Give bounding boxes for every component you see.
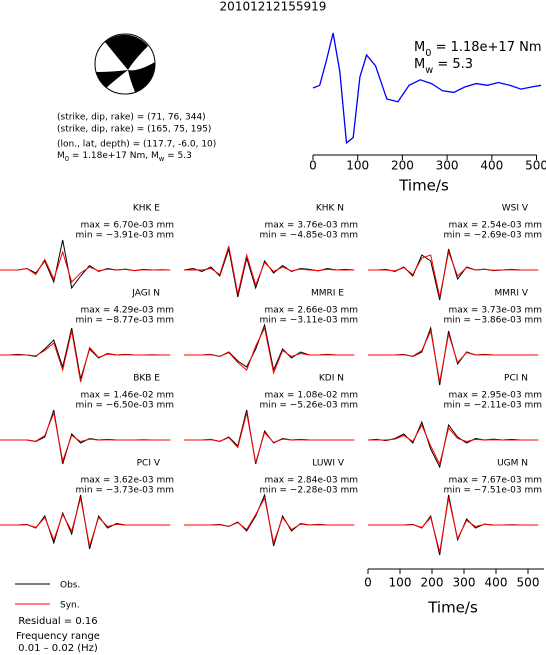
syn-trace [368,423,539,466]
x-tick-label: 100 [346,159,369,173]
station-label: KHK N [316,204,344,214]
syn-trace [368,329,539,383]
max-label: max = 1.46e-02 mm [80,391,174,401]
x-tick-label: 0 [309,159,317,173]
max-label: max = 3.73e-03 mm [448,306,542,316]
nodal-plane: (strike, dip, rake) = (71, 76, 344) [57,113,206,123]
station-label: UGM N [497,459,528,469]
text-part: = 5.3 [164,151,192,161]
syn-trace [0,330,171,383]
x-tick-label: 300 [453,576,476,590]
max-label: max = 6.70e-03 mm [80,221,174,231]
text-part: = 1.18e+17 Nm, M [69,151,159,161]
legend-label: Obs. [60,581,80,591]
obs-trace [184,323,355,372]
station-label: PCI N [504,374,528,384]
min-label: min = −2.28e-03 mm [260,486,358,496]
station-label: MMRI V [495,289,529,299]
legend-label: Syn. [60,601,80,611]
station-label: KDI N [319,374,344,384]
text-part: 0 [425,48,431,59]
syn-trace [184,245,355,295]
x-tick-label: 200 [391,159,414,173]
station-label: BKB E [133,374,160,384]
x-axis-label: Time/s [427,599,478,617]
x-tick-label: 400 [480,159,503,173]
max-label: max = 7.67e-03 mm [448,476,542,486]
min-label: min = −5.26e-03 mm [260,401,358,411]
syn-trace [368,250,539,298]
max-label: max = 4.29e-03 mm [80,306,174,316]
station-label: KHK E [133,204,160,214]
obs-trace [0,409,171,465]
frequency-range: 0.01 – 0.02 (Hz) [18,643,98,654]
max-label: max = 2.84e-03 mm [264,476,358,486]
syn-trace [184,412,355,463]
x-tick-label: 0 [364,576,372,590]
min-label: min = −2.11e-03 mm [444,401,542,411]
min-label: min = −3.73e-03 mm [76,486,174,496]
min-label: min = −4.85e-03 mm [260,231,358,241]
stf-line [312,32,542,145]
station-label: JAGI N [131,289,160,299]
x-tick-label: 100 [389,576,412,590]
x-tick-label: 500 [525,159,546,173]
min-label: min = −3.11e-03 mm [260,316,358,326]
min-label: min = −3.86e-03 mm [444,316,542,326]
x-axis-label: Time/s [398,177,449,195]
x-tick-label: 200 [421,576,444,590]
station-label: WSI V [502,204,529,214]
max-label: max = 1.08e-02 mm [264,391,358,401]
location: (lon., lat, depth) = (117.7, -6.0, 10) [57,140,216,150]
text-part: = 5.3 [433,57,473,72]
text-part: 0 [65,155,69,163]
text-part: w [425,65,433,76]
text-part: = 1.18e+17 Nm [431,40,541,55]
syn-trace [184,496,355,545]
station-label: MMRI E [311,289,344,299]
obs-trace [0,239,171,290]
nodal-plane: (strike, dip, rake) = (165, 75, 195) [57,125,211,135]
x-tick-label: 300 [436,159,459,173]
annotation: Mw = 5.3 [414,57,473,76]
min-label: min = −8.77e-03 mm [76,316,174,326]
syn-trace [0,497,171,547]
syn-trace [0,411,171,463]
min-label: min = −6.50e-03 mm [76,401,174,411]
text-part: M [414,57,425,72]
syn-trace [0,250,171,283]
max-label: max = 2.54e-03 mm [448,221,542,231]
max-label: max = 3.62e-03 mm [80,476,174,486]
text-part: M [57,151,65,161]
frequency-title: Frequency range [16,631,100,642]
x-tick-label: 400 [485,576,508,590]
text-part: w [159,155,165,163]
syn-trace [184,326,355,375]
annotation: M0 = 1.18e+17 Nm [414,40,542,59]
min-label: min = −3.91e-03 mm [76,231,174,241]
station-label: PCI V [137,459,161,469]
beachball [94,33,156,95]
text-part: M [414,40,425,55]
x-tick-label: 500 [517,576,540,590]
title: 20101212155919 [220,0,327,14]
max-label: max = 2.66e-03 mm [264,306,358,316]
min-label: min = −7.51e-03 mm [444,486,542,496]
max-label: max = 3.76e-03 mm [264,221,358,231]
obs-trace [0,327,171,380]
residual: Residual = 0.16 [18,616,97,627]
moment: M0 = 1.18e+17 Nm, Mw = 5.3 [57,151,192,164]
max-label: max = 2.95e-03 mm [448,391,542,401]
syn-trace [368,497,539,553]
min-label: min = −2.69e-03 mm [444,231,542,241]
station-label: LUWI V [312,459,345,469]
